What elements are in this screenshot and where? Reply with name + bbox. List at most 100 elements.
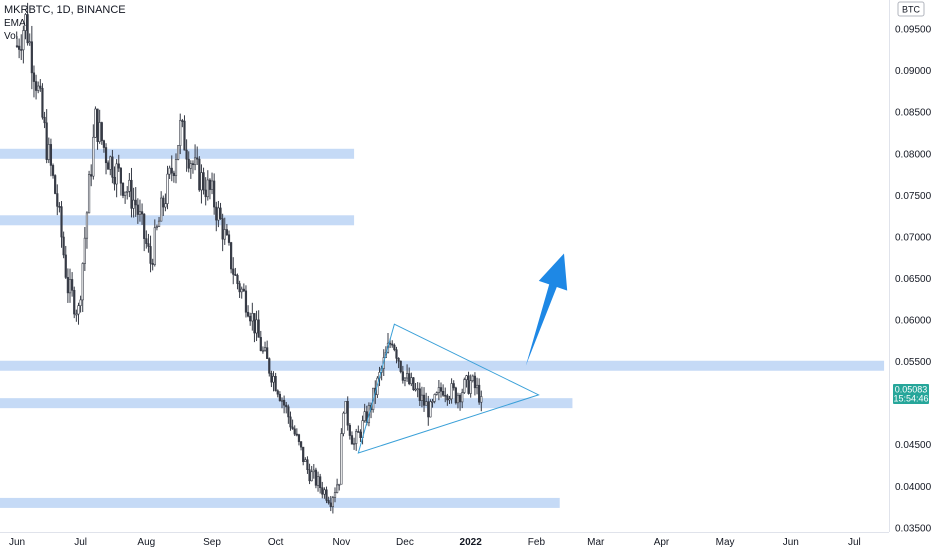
- candle-down: [39, 85, 42, 89]
- triangle-pattern: [357, 323, 540, 454]
- y-tick-label: 0.04500: [895, 440, 932, 451]
- triangle-outline: [357, 323, 540, 454]
- candle-down: [104, 147, 108, 164]
- arrow-shape: [525, 253, 568, 366]
- candle-down: [71, 279, 74, 291]
- y-tick-label: 0.08000: [895, 149, 932, 160]
- candle-down: [473, 375, 477, 389]
- candle-up: [469, 380, 472, 394]
- candle-down: [202, 172, 205, 191]
- y-tick-label: 0.06500: [895, 274, 932, 285]
- candle-up: [471, 375, 474, 381]
- candle-down: [244, 290, 248, 313]
- candle-up: [312, 469, 315, 473]
- candle-down: [393, 344, 396, 351]
- candle-up: [355, 431, 358, 444]
- y-tick-label: 0.09000: [895, 66, 932, 77]
- candle-down: [196, 157, 199, 160]
- candle-down: [172, 172, 175, 177]
- candle-up: [115, 163, 118, 185]
- candle-up: [109, 156, 112, 170]
- candle-down: [113, 176, 116, 185]
- candle-up: [261, 349, 265, 352]
- candle-down: [43, 116, 46, 124]
- candle-down: [289, 416, 292, 428]
- candle-down: [54, 175, 57, 194]
- candle-down: [253, 313, 256, 334]
- candle-down: [215, 206, 218, 221]
- x-tick-label: Jun: [783, 537, 799, 548]
- candle-down: [96, 108, 99, 142]
- candle-down: [285, 404, 288, 408]
- candle-up: [461, 392, 464, 403]
- candle-up: [200, 172, 203, 191]
- x-tick-label: Dec: [396, 537, 414, 548]
- candle-up: [304, 459, 307, 462]
- candle-up: [155, 226, 159, 229]
- candle-up: [405, 373, 409, 379]
- candle-up: [448, 398, 451, 401]
- candle-up: [166, 173, 169, 204]
- candle-down: [236, 275, 239, 284]
- candle-down: [181, 120, 184, 122]
- candle-up: [126, 191, 129, 193]
- x-tick-label: Jul: [74, 537, 87, 548]
- currency-badge[interactable]: [897, 1, 925, 17]
- candle-down: [20, 49, 23, 51]
- candle-up: [128, 179, 131, 192]
- price-zone: [0, 497, 560, 508]
- candle-up: [480, 396, 483, 403]
- candle-down: [149, 246, 152, 264]
- candle-up: [403, 377, 407, 381]
- time-axis[interactable]: Jun Jul Aug Sep Oct Nov Dec 2022 Feb Mar Apr May Jun…: [0, 532, 889, 549]
- candle-down: [427, 401, 430, 418]
- candle-down: [73, 289, 76, 315]
- candle-up: [193, 157, 197, 166]
- candle-up: [189, 163, 192, 169]
- candle-down: [32, 72, 36, 82]
- candle-up: [475, 384, 479, 389]
- candle-up: [414, 388, 417, 391]
- candle-down: [452, 383, 455, 389]
- y-tick-label: 0.05500: [895, 357, 932, 368]
- candle-up: [24, 14, 27, 31]
- candle-up: [75, 313, 78, 316]
- ema-indicator-label: EMA: [4, 18, 26, 29]
- candle-down: [221, 218, 224, 240]
- candle-up: [28, 41, 31, 44]
- candle-down: [185, 149, 188, 160]
- candle-down: [293, 428, 296, 435]
- candle-up: [85, 212, 89, 239]
- candle-down: [395, 349, 398, 359]
- candle-up: [79, 299, 82, 307]
- y-tick-label: 0.08500: [895, 108, 932, 119]
- x-tick-label: May: [716, 537, 735, 548]
- candle-up: [179, 120, 182, 146]
- candle-up: [433, 394, 436, 402]
- candle-down: [458, 394, 462, 403]
- candle-down: [58, 206, 61, 208]
- candle-down: [257, 319, 260, 338]
- candle-down: [232, 268, 235, 275]
- candle-up: [22, 30, 25, 51]
- candle-down: [306, 459, 309, 471]
- candle-down: [327, 500, 330, 504]
- candle-down: [208, 179, 212, 190]
- candle-down: [219, 207, 222, 219]
- candle-up: [323, 489, 326, 495]
- candle-down: [478, 384, 481, 403]
- candle-up: [336, 484, 339, 493]
- y-tick-label: 0.07000: [895, 232, 932, 243]
- candle-down: [302, 446, 305, 462]
- candle-down: [234, 274, 237, 276]
- candle-down: [227, 234, 231, 243]
- candle-down: [350, 435, 354, 445]
- candle-up: [352, 443, 356, 445]
- candle-up: [429, 401, 432, 418]
- candle-down: [15, 45, 19, 48]
- x-tick-label: Oct: [268, 537, 284, 548]
- breakout-arrow: [525, 253, 568, 366]
- price-axis[interactable]: BTC 0.095000.090000.085000.080000.075000…: [889, 0, 932, 534]
- candle-down: [397, 357, 400, 362]
